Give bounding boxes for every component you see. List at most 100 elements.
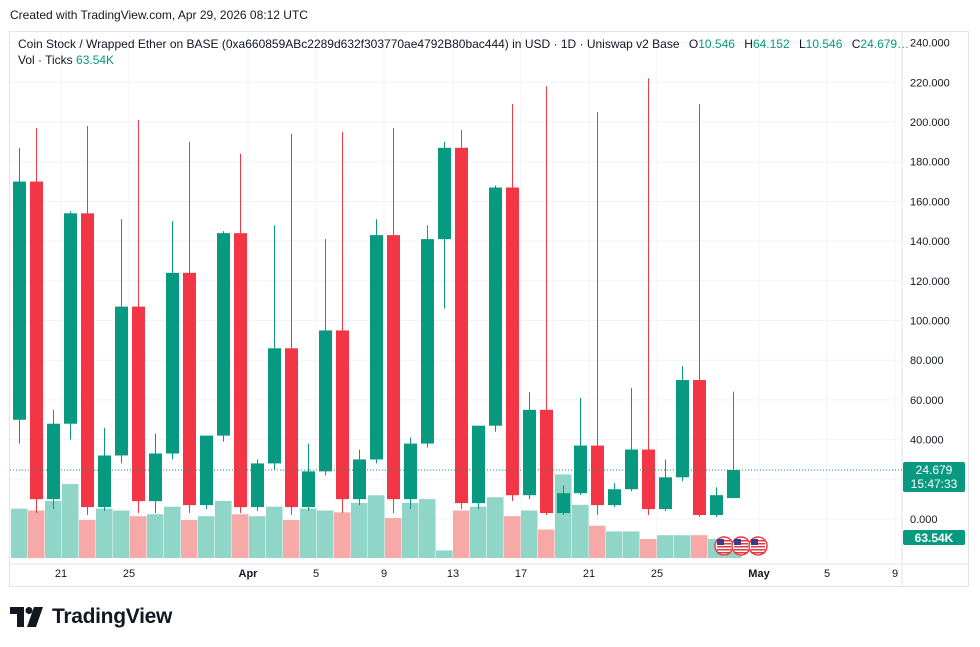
candle-body[interactable]	[81, 213, 94, 508]
time-axis: 21 25 Apr 5 9 13 17 21 25 May 5 9	[55, 568, 898, 580]
flag-canton	[717, 539, 724, 545]
volume-bar	[283, 520, 300, 558]
tradingview-logo-icon	[10, 607, 43, 627]
volume-bar	[215, 501, 232, 558]
candle-body[interactable]	[625, 449, 638, 490]
candle-body[interactable]	[387, 235, 400, 500]
volume-badge	[903, 530, 965, 545]
volume-bar	[79, 520, 96, 558]
candle-body[interactable]	[472, 425, 485, 504]
candle-body[interactable]	[523, 409, 536, 496]
candle-body[interactable]	[489, 187, 502, 426]
candle-body[interactable]	[574, 445, 587, 494]
bar-countdown: 15:47:33	[911, 477, 958, 491]
candle-body[interactable]	[404, 443, 417, 500]
candle-body[interactable]	[336, 330, 349, 500]
candle-body[interactable]	[217, 233, 230, 436]
price-tick-label: 220.000	[910, 77, 950, 89]
candle-body[interactable]	[200, 435, 213, 506]
legend-main-row: Coin Stock / Wrapped Ether on BASE (0xa6…	[18, 36, 909, 52]
candle-body[interactable]	[557, 493, 570, 514]
price-tick-label: 180.000	[910, 157, 950, 169]
volume-bar	[657, 535, 674, 558]
price-tick-label: 80.000	[910, 355, 944, 367]
candle-body[interactable]	[421, 239, 434, 444]
volume-bar	[640, 539, 657, 558]
candle-body[interactable]	[455, 147, 468, 504]
candle-body[interactable]	[268, 348, 281, 464]
candle-body[interactable]	[149, 453, 162, 502]
volume-bar	[589, 525, 606, 558]
flag-stripe	[717, 546, 731, 548]
candle-body[interactable]	[591, 445, 604, 506]
price-tick-label: 60.000	[910, 395, 944, 407]
candle-body[interactable]	[353, 459, 366, 500]
candle-body[interactable]	[115, 306, 128, 456]
volume-bar	[198, 516, 215, 558]
candle-body[interactable]	[166, 272, 179, 454]
flag-stripe	[717, 549, 731, 551]
flag-stripe	[751, 546, 765, 548]
volume-bar	[317, 510, 334, 558]
legend-close-label: C	[851, 37, 861, 51]
us-flag-icon[interactable]	[731, 536, 751, 556]
volume-bar	[504, 516, 521, 558]
volume-bar	[147, 514, 164, 558]
flag-stripe	[751, 552, 765, 554]
volume-bar	[351, 502, 368, 558]
volume-bar	[368, 495, 385, 558]
legend-low-value: 10.546	[805, 37, 843, 51]
volume-bar	[62, 483, 79, 558]
price-tick-label: 0.000	[910, 514, 938, 526]
candle-body[interactable]	[234, 233, 247, 508]
candle-body[interactable]	[506, 187, 519, 496]
time-tick-label: Apr	[239, 568, 259, 580]
candle-body[interactable]	[285, 348, 298, 508]
candle-body[interactable]	[13, 181, 26, 420]
price-tick-label: 160.000	[910, 196, 950, 208]
candle-body[interactable]	[676, 380, 689, 478]
candle-body[interactable]	[319, 330, 332, 472]
volume-bar	[11, 508, 28, 558]
candles	[13, 78, 740, 518]
candle-body[interactable]	[47, 423, 60, 500]
candle-body[interactable]	[642, 449, 655, 510]
candle-body[interactable]	[98, 455, 111, 508]
time-tick-label: 5	[313, 568, 319, 580]
candle-body[interactable]	[132, 306, 145, 502]
legend-open-label: O	[688, 37, 699, 51]
candle-body[interactable]	[302, 471, 315, 508]
volume-bar	[453, 510, 470, 558]
volume-bar	[674, 535, 691, 558]
volume-bar	[164, 506, 181, 558]
volume-bar	[232, 514, 249, 558]
candle-body[interactable]	[251, 463, 264, 508]
flag-canton	[734, 539, 741, 545]
time-tick-label: 13	[447, 568, 459, 580]
candle-body[interactable]	[183, 272, 196, 506]
price-tick-label: 240.000	[910, 38, 950, 50]
last-price-value: 24.679	[916, 463, 953, 477]
volume-bar	[266, 506, 283, 558]
legend-high-label: H	[744, 37, 753, 51]
volume-bar	[470, 506, 487, 558]
candle-body[interactable]	[608, 489, 621, 506]
candle-body[interactable]	[710, 495, 723, 516]
us-flag-icon[interactable]	[714, 536, 734, 556]
candle-body[interactable]	[540, 409, 553, 514]
candlestick-chart[interactable]: 0.00020.00040.00060.00080.000100.000120.…	[10, 32, 968, 586]
time-tick-label: 9	[892, 568, 898, 580]
candle-body[interactable]	[693, 380, 706, 516]
candle-body[interactable]	[659, 477, 672, 510]
tradingview-logo: TradingView	[10, 605, 172, 629]
volume-bar	[334, 512, 351, 558]
candle-body[interactable]	[438, 147, 451, 240]
candle-body[interactable]	[30, 181, 43, 500]
chart-caption: Created with TradingView.com, Apr 29, 20…	[10, 8, 308, 22]
us-flag-icon[interactable]	[748, 536, 768, 556]
candle-body[interactable]	[727, 470, 740, 499]
candle-body[interactable]	[64, 213, 77, 424]
volume-bar	[28, 510, 45, 558]
candle-body[interactable]	[370, 235, 383, 460]
